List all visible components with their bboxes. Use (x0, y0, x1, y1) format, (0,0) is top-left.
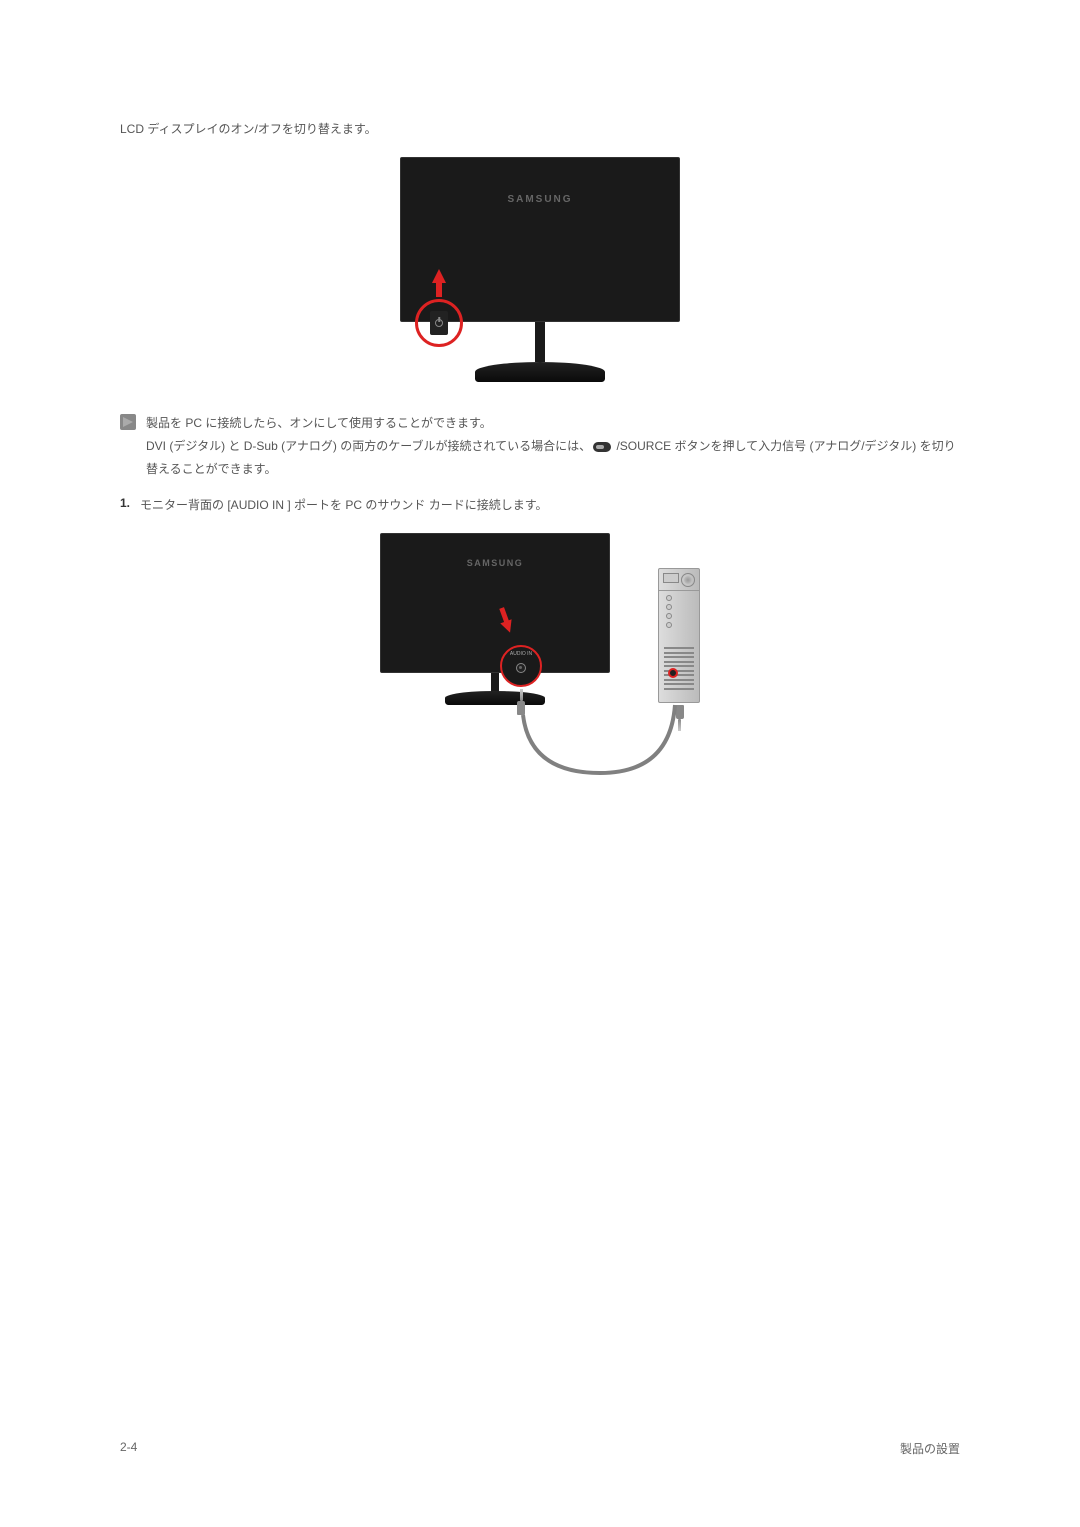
section-title: 製品の設置 (900, 1440, 960, 1457)
pc-port-icon (666, 622, 672, 628)
vent-line (664, 656, 694, 658)
vent-line (664, 647, 694, 649)
vent-line (664, 652, 694, 654)
pc-top-panel (659, 569, 699, 591)
audio-jack-icon (516, 663, 526, 673)
note-block: 製品を PC に接続したら、オンにして使用することができます。 DVI (デジタ… (120, 412, 960, 480)
monitor-base (475, 362, 605, 382)
monitor-rear-view: SAMSUNG (400, 157, 680, 382)
pc-tower (658, 568, 700, 703)
monitor-stand-2 (491, 673, 499, 693)
vent-line (664, 665, 694, 667)
intro-text: LCD ディスプレイのオン/オフを切り替えます。 (120, 120, 960, 137)
pc-ports (659, 591, 699, 632)
step-text: モニター背面の [AUDIO IN ] ポートを PC のサウンド カードに接続… (140, 496, 547, 513)
callout-circle (415, 299, 463, 347)
power-button-icon (430, 311, 448, 335)
note-line1: 製品を PC に接続したら、オンにして使用することができます。 (146, 416, 492, 430)
vent-line (664, 683, 694, 685)
vent-line (664, 679, 694, 681)
note-line2a: DVI (デジタル) と D-Sub (アナログ) の両方のケーブルが接続されて… (146, 439, 591, 453)
power-button-callout (415, 299, 463, 347)
audio-in-label: AUDIO IN (510, 651, 532, 657)
audio-diagram: SAMSUNG AUDIO IN (380, 533, 700, 793)
samsung-logo: SAMSUNG (507, 194, 572, 205)
vent-line (664, 661, 694, 663)
step-number: 1. (120, 496, 130, 513)
monitor-rear-view-2: SAMSUNG (380, 533, 610, 673)
source-button-icon (593, 442, 611, 452)
vent-line (664, 688, 694, 690)
arrow-icon (432, 269, 446, 283)
pc-fan-icon (681, 573, 695, 587)
figure-monitor-power: SAMSUNG (120, 157, 960, 382)
pc-port-icon (666, 595, 672, 601)
audio-cable (520, 693, 680, 783)
power-symbol-icon (435, 319, 443, 327)
audio-callout-circle: AUDIO IN (500, 645, 542, 687)
monitor-stand (535, 322, 545, 362)
step-1: 1. モニター背面の [AUDIO IN ] ポートを PC のサウンド カード… (120, 496, 960, 513)
pc-port-icon (666, 613, 672, 619)
note-icon (120, 414, 136, 430)
monitor-panel: SAMSUNG (400, 157, 680, 322)
note-text: 製品を PC に接続したら、オンにして使用することができます。 DVI (デジタ… (146, 412, 960, 480)
audio-in-callout: AUDIO IN (500, 645, 542, 687)
page-number: 2-4 (120, 1440, 137, 1457)
samsung-logo-2: SAMSUNG (467, 558, 524, 568)
pc-port-icon (666, 604, 672, 610)
figure-audio-connection: SAMSUNG AUDIO IN (120, 533, 960, 793)
page-footer: 2-4 製品の設置 (120, 1440, 960, 1457)
pc-drive-icon (663, 573, 679, 583)
